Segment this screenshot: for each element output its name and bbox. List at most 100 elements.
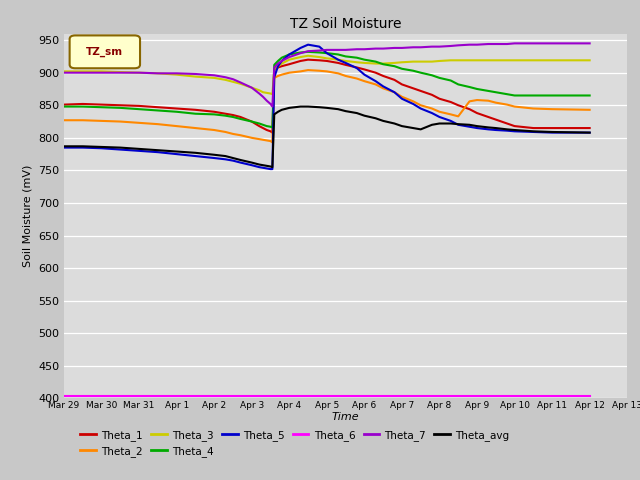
Theta_4 [316,49,323,55]
Theta_avg [237,157,244,163]
Theta_7 [342,47,349,53]
Theta_3 [116,69,124,75]
Theta_avg [135,146,143,152]
Theta_2 [191,125,199,131]
Theta_avg [342,108,349,114]
Theta_avg [454,121,462,127]
Theta_5 [342,60,349,66]
Theta_5 [548,130,556,135]
Theta_2 [248,135,255,141]
Theta_avg [334,106,342,112]
Theta_avg [154,147,162,153]
Theta_3 [360,60,368,66]
Theta_avg [380,118,387,124]
Theta_5 [285,51,293,57]
Theta_2 [263,138,271,144]
Theta_avg [548,129,556,135]
Theta_3 [135,70,143,75]
Theta_1 [263,127,271,133]
Theta_5 [173,151,180,157]
Title: TZ Soil Moisture: TZ Soil Moisture [290,17,401,31]
Theta_7 [492,41,500,47]
Theta_2 [511,104,518,109]
Theta_4 [436,75,444,81]
Theta_avg [278,107,285,113]
Theta_5 [271,74,278,80]
Theta_5 [135,148,143,154]
Theta_7 [229,76,237,82]
Theta_2 [271,75,278,81]
Theta_1 [360,67,368,72]
Theta_3 [98,69,106,74]
Theta_avg [79,144,86,149]
Theta_5 [436,114,444,120]
Theta_7 [248,85,255,91]
Theta_1 [267,129,275,134]
Theta_4 [211,111,218,117]
Theta_2 [428,106,436,111]
Theta_2 [297,69,305,74]
Theta_3 [447,58,454,63]
Theta_5 [267,166,275,172]
Theta_5 [316,44,323,49]
Theta_4 [221,113,229,119]
Theta_3 [334,57,342,62]
Theta_1 [211,109,218,115]
Theta_1 [271,67,278,72]
Theta_1 [484,114,492,120]
Theta_2 [173,123,180,129]
Theta_1 [447,99,454,105]
Theta_1 [154,104,162,110]
Theta_2 [353,76,361,82]
Theta_4 [360,57,368,62]
Theta_6 [586,393,593,399]
Theta_7 [484,41,492,47]
Theta_avg [271,111,278,117]
Theta_1 [173,106,180,111]
Theta_avg [511,127,518,133]
Theta_7 [428,44,436,49]
Theta_2 [342,73,349,79]
Theta_3 [211,75,218,81]
Theta_1 [274,65,282,71]
Theta_avg [98,144,106,150]
Theta_4 [447,78,454,84]
Theta_7 [278,58,285,64]
Theta_2 [454,113,462,119]
Theta_7 [297,50,305,56]
Theta_3 [263,90,271,96]
Theta_5 [398,96,406,102]
Theta_6 [60,393,68,399]
Theta_avg [297,104,305,109]
Theta_7 [267,101,275,107]
Theta_7 [390,45,398,51]
Theta_7 [410,45,417,50]
Theta_2 [304,67,312,73]
Theta_4 [263,123,271,129]
Theta_1 [410,85,417,91]
Theta_2 [360,78,368,84]
Theta_1 [316,58,323,63]
Theta_avg [316,104,323,110]
Theta_5 [447,118,454,124]
Y-axis label: Soil Moisture (mV): Soil Moisture (mV) [22,165,33,267]
Theta_7 [372,46,380,51]
Theta_5 [334,57,342,62]
Theta_3 [221,77,229,83]
Theta_2 [316,68,323,73]
Theta_3 [229,79,237,84]
Theta_1 [492,117,500,122]
Theta_7 [116,70,124,75]
Theta_1 [116,102,124,108]
Theta_4 [116,105,124,111]
Theta_5 [211,155,218,161]
Theta_7 [586,40,593,46]
Theta_2 [466,98,474,104]
Theta_4 [398,66,406,72]
Theta_1 [323,58,331,64]
Theta_5 [248,162,255,168]
Theta_4 [255,120,263,126]
Theta_avg [466,122,474,128]
Theta_1 [269,130,276,135]
Theta_4 [79,104,86,109]
